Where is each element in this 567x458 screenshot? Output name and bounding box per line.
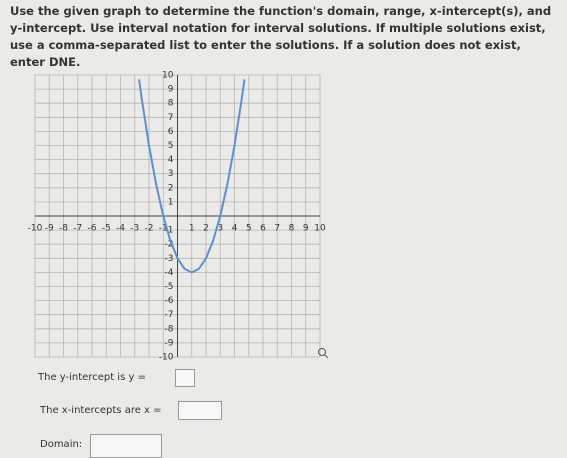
- y-tick-label: -5: [165, 282, 174, 292]
- y-tick-label: 9: [168, 85, 174, 95]
- x-tick-label: 4: [232, 224, 238, 234]
- x-tick-label: 8: [289, 224, 295, 234]
- x-tick-label: -8: [59, 224, 68, 234]
- y-tick-label: -2: [165, 240, 174, 250]
- y-tick-label: -1: [165, 226, 174, 236]
- x-tick-label: -4: [116, 224, 125, 234]
- x-tick-label: -9: [45, 224, 54, 234]
- y-tick-label: -9: [165, 338, 174, 348]
- x-intercepts-prompt: The x-intercepts are x =: [40, 405, 162, 416]
- y-tick-label: 5: [168, 141, 174, 151]
- zoom-icon[interactable]: [318, 348, 326, 356]
- x-tick-label: -6: [88, 224, 97, 234]
- y-tick-label: 1: [168, 197, 174, 207]
- zoom-icon-handle: [324, 354, 329, 359]
- y-tick-label: 2: [168, 183, 174, 193]
- x-intercepts-input[interactable]: [178, 401, 222, 420]
- y-tick-label: -3: [165, 254, 174, 264]
- x-tick-label: 1: [189, 224, 195, 234]
- y-tick-label: -4: [165, 268, 174, 278]
- x-tick-label: -1: [159, 224, 168, 234]
- y-tick-label: 10: [162, 71, 174, 81]
- parabola: [138, 79, 246, 274]
- y-tick-label: 6: [168, 127, 174, 137]
- y-tick-label: -10: [159, 353, 174, 363]
- x-tick-label: -3: [130, 224, 139, 234]
- y-tick-label: 8: [168, 99, 174, 109]
- y-tick-label: -7: [165, 310, 174, 320]
- x-tick-label: 2: [203, 224, 209, 234]
- x-tick-label: 9: [303, 224, 309, 234]
- domain-prompt: Domain:: [40, 439, 83, 450]
- x-tick-label: -5: [102, 224, 111, 234]
- y-tick-label: 7: [168, 113, 174, 123]
- x-tick-label: 5: [246, 224, 252, 234]
- x-tick-label: 6: [260, 224, 266, 234]
- y-intercept-input[interactable]: [175, 369, 195, 387]
- domain-input[interactable]: [90, 434, 162, 458]
- x-tick-label: -10: [28, 224, 43, 234]
- y-tick-label: 4: [168, 155, 174, 165]
- x-tick-label: 3: [217, 224, 223, 234]
- y-tick-label: -6: [165, 296, 174, 306]
- y-tick-label: 3: [168, 169, 174, 179]
- x-tick-label: 10: [314, 224, 326, 234]
- x-tick-label: -2: [145, 224, 154, 234]
- x-tick-label: -7: [73, 224, 82, 234]
- y-intercept-prompt: The y-intercept is y =: [38, 372, 146, 383]
- instructions: Use the given graph to determine the fun…: [10, 4, 552, 69]
- y-tick-label: -8: [165, 324, 174, 334]
- x-tick-label: 7: [274, 224, 280, 234]
